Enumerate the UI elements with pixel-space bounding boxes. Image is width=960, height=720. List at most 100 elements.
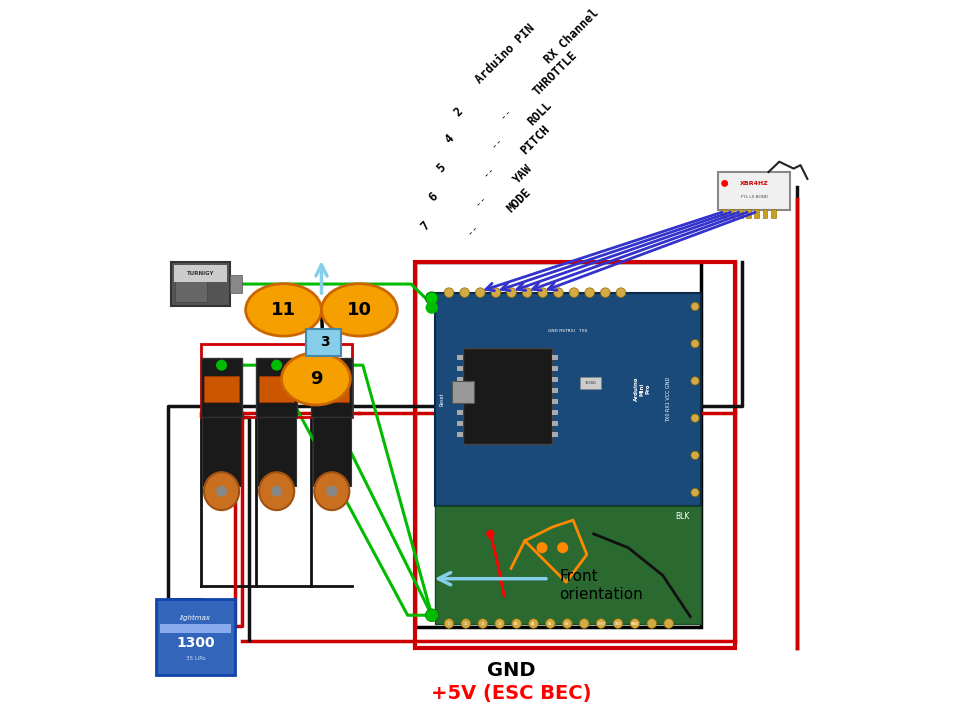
Bar [718,172,790,210]
Bar [457,388,463,393]
Text: --: -- [471,192,489,209]
Text: MODE: MODE [504,186,534,215]
Text: GRN: GRN [683,275,699,284]
Bar [457,432,463,438]
Text: Arduino PIN: Arduino PIN [473,22,538,86]
Bar [175,266,207,302]
Circle shape [478,618,488,629]
Text: 3S LiPo: 3S LiPo [186,656,205,661]
Bar [762,209,767,217]
Bar [256,358,298,417]
Circle shape [326,486,337,497]
Circle shape [512,618,521,629]
Circle shape [271,486,282,497]
Text: XBR4HZ: XBR4HZ [739,181,768,186]
Circle shape [691,377,699,385]
Text: 8: 8 [464,279,466,284]
Text: lightmax: lightmax [180,616,211,621]
Ellipse shape [281,353,350,405]
Bar [435,292,701,506]
Text: A1: A1 [531,622,536,626]
Bar [201,344,352,417]
Circle shape [664,618,674,629]
Text: 9: 9 [447,279,450,284]
Circle shape [522,288,532,297]
Text: 10: 10 [446,622,451,626]
Bar [457,355,463,360]
Ellipse shape [314,472,349,510]
Text: ROLL: ROLL [525,99,554,129]
Bar [457,399,463,405]
Text: --: -- [497,105,514,122]
Circle shape [601,288,611,297]
Ellipse shape [322,284,397,336]
Text: 11: 11 [271,301,296,319]
Circle shape [425,609,438,621]
Bar [552,432,558,438]
Text: 9: 9 [310,370,323,388]
Bar [452,381,474,403]
Bar [160,624,231,634]
Circle shape [563,618,572,629]
Bar [552,410,558,415]
Circle shape [529,618,539,629]
Bar [580,377,601,389]
Circle shape [494,618,505,629]
Bar [552,399,558,405]
Text: 11: 11 [464,622,468,626]
Text: RSTRXI: RSTRXI [583,279,596,284]
Circle shape [545,618,555,629]
Text: +5V (ESC BEC): +5V (ESC BEC) [431,684,591,703]
Text: RX Channel: RX Channel [542,7,602,66]
Text: THROTTLE: THROTTLE [530,49,580,99]
Circle shape [691,302,699,310]
Circle shape [425,302,438,314]
Bar [746,209,751,217]
Bar [257,417,296,486]
Bar [463,348,552,444]
Circle shape [216,486,228,497]
Circle shape [630,618,639,629]
Text: 10: 10 [347,301,372,319]
Text: TURNIGY: TURNIGY [187,271,214,276]
Circle shape [721,180,728,187]
Bar [415,261,735,647]
Text: 1900Ω: 1900Ω [585,381,596,385]
Bar [435,506,701,624]
Bar [738,209,743,217]
Text: A2: A2 [548,622,553,626]
Text: 7: 7 [418,219,432,233]
Text: GND: GND [487,661,536,680]
Text: 13: 13 [497,622,502,626]
Circle shape [425,609,438,621]
Circle shape [691,488,699,497]
Text: 3: 3 [541,279,544,284]
Bar [457,421,463,426]
Text: 12: 12 [481,622,485,626]
Text: 3: 3 [320,336,329,349]
Bar [457,377,463,382]
Circle shape [492,288,501,297]
Circle shape [580,618,589,629]
Bar [171,261,229,307]
Circle shape [691,340,699,348]
Circle shape [461,618,470,629]
Text: 5: 5 [435,161,448,176]
Circle shape [647,618,657,629]
Circle shape [557,542,568,553]
Text: 5: 5 [511,279,513,284]
Text: FYL LX BOND: FYL LX BOND [740,194,767,199]
Circle shape [444,618,454,629]
Text: TX0: TX0 [617,279,625,284]
Bar [457,366,463,372]
Circle shape [585,288,594,297]
Bar [457,410,463,415]
Text: 6: 6 [494,279,497,284]
Text: 1300: 1300 [177,636,215,650]
Bar [552,366,558,372]
Text: A0: A0 [515,622,519,626]
Text: --: -- [480,163,496,179]
Bar [552,421,558,426]
Circle shape [326,360,337,371]
Ellipse shape [259,472,295,510]
